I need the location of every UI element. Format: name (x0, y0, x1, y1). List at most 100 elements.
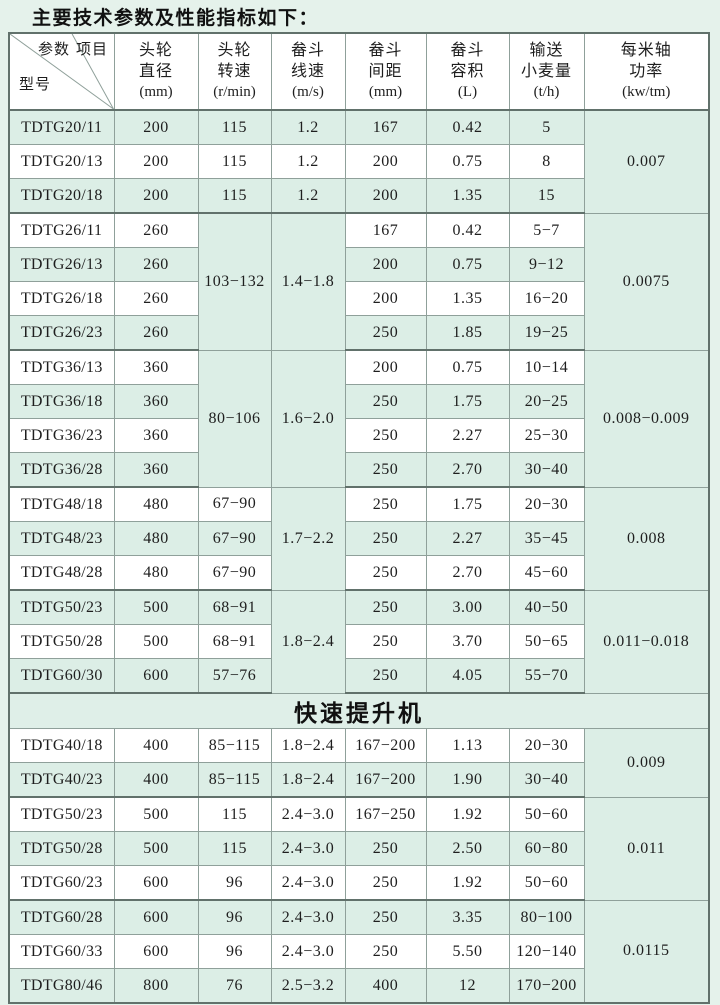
column-header-line: (r/min) (213, 83, 256, 100)
value-cell: 80−100 (508, 899, 585, 935)
value-cell: 1.8−2.4 (270, 589, 346, 694)
value-cell: 480 (113, 555, 199, 591)
model-cell: TDTG20/13 (8, 144, 115, 179)
value-cell: 0.75 (425, 247, 510, 282)
value-cell: 250 (344, 658, 427, 694)
value-cell: 12 (425, 968, 510, 1004)
model-cell: TDTG36/28 (8, 452, 115, 488)
table-row: TDTG26/23 260 250 1.85 19−25 (8, 315, 709, 351)
value-cell: 500 (113, 796, 199, 832)
model-cell: TDTG50/28 (8, 624, 115, 659)
value-cell: 50−65 (508, 624, 585, 659)
value-cell: 35−45 (508, 521, 585, 556)
model-cell: TDTG48/23 (8, 521, 115, 556)
value-cell: 0.42 (425, 109, 510, 145)
value-cell: 5 (508, 109, 585, 145)
model-cell: TDTG48/28 (8, 555, 115, 591)
model-cell: TDTG50/23 (8, 589, 115, 625)
table-row: TDTG48/28 480 67−90 250 2.70 45−60 (8, 555, 709, 591)
value-cell: 360 (113, 452, 199, 488)
value-cell: 170−200 (508, 968, 585, 1004)
value-cell: 0.007 (583, 109, 710, 214)
table-row: TDTG36/23 360 250 2.27 25−30 (8, 418, 709, 453)
corner-label-model: 型号 (19, 77, 52, 93)
model-cell: TDTG50/23 (8, 796, 115, 832)
column-header-line: 头轮 (138, 41, 173, 59)
corner-label-param: 参数 (38, 42, 71, 58)
value-cell: 480 (113, 486, 199, 522)
value-cell: 2.5−3.2 (270, 968, 346, 1004)
value-cell: 1.90 (425, 762, 510, 798)
value-cell: 1.2 (270, 144, 346, 179)
section-header-row: 快速提升机 (8, 692, 710, 729)
value-cell: 115 (197, 796, 272, 832)
table-row: TDTG60/23 600 96 2.4−3.0 250 1.92 50−60 (8, 865, 709, 901)
value-cell: 0.008−0.009 (583, 349, 710, 488)
column-header-line: (m/s) (292, 83, 324, 100)
table-row: TDTG36/18 360 250 1.75 20−25 (8, 384, 709, 419)
value-cell: 115 (197, 831, 272, 866)
value-cell: 1.35 (425, 281, 510, 316)
value-cell: 500 (113, 589, 199, 625)
value-cell: 250 (344, 452, 427, 488)
value-cell: 76 (197, 968, 272, 1004)
value-cell: 16−20 (508, 281, 585, 316)
value-cell: 1.13 (425, 728, 510, 763)
value-cell: 600 (113, 899, 199, 935)
value-cell: 15 (508, 178, 585, 214)
column-header-line: 畚斗 (290, 41, 325, 59)
value-cell: 0.011 (583, 796, 710, 901)
table-row: TDTG80/46 800 76 2.5−3.2 400 12 170−200 (8, 968, 709, 1004)
column-header-line: (t/h) (533, 83, 560, 100)
value-cell: 2.4−3.0 (270, 865, 346, 901)
value-cell: 1.35 (425, 178, 510, 214)
table-row: TDTG36/28 360 250 2.70 30−40 (8, 452, 709, 488)
value-cell: 2.70 (425, 452, 510, 488)
value-cell: 250 (344, 831, 427, 866)
value-cell: 2.27 (425, 418, 510, 453)
value-cell: 250 (344, 521, 427, 556)
section-title: 快速提升机 (8, 692, 710, 729)
value-cell: 55−70 (508, 658, 585, 694)
value-cell: 103−132 (197, 212, 272, 351)
column-header: 畚斗 容积 (L) (425, 32, 510, 111)
value-cell: 480 (113, 521, 199, 556)
value-cell: 250 (344, 589, 427, 625)
corner-header-cell: 参数 项目 型号 (8, 32, 115, 111)
model-cell: TDTG26/18 (8, 281, 115, 316)
value-cell: 20−30 (508, 486, 585, 522)
value-cell: 167−200 (344, 728, 427, 763)
value-cell: 250 (344, 555, 427, 591)
value-cell: 3.70 (425, 624, 510, 659)
value-cell: 200 (113, 178, 199, 214)
value-cell: 2.4−3.0 (270, 831, 346, 866)
value-cell: 0.42 (425, 212, 510, 248)
value-cell: 120−140 (508, 934, 585, 969)
value-cell: 115 (197, 144, 272, 179)
value-cell: 200 (344, 144, 427, 179)
value-cell: 600 (113, 865, 199, 901)
table-row: TDTG48/18 480 67−90 1.7−2.2 250 1.75 20−30 0.00… (8, 486, 710, 591)
value-cell: 2.4−3.0 (270, 934, 346, 969)
value-cell: 250 (344, 934, 427, 969)
page-title: 主要技术参数及性能指标如下： (32, 8, 320, 29)
value-cell: 30−40 (508, 452, 585, 488)
column-header-line: 小麦量 (520, 62, 572, 80)
model-cell: TDTG26/23 (8, 315, 115, 351)
column-header-line: 转速 (217, 62, 252, 80)
value-cell: 30−40 (508, 762, 585, 798)
value-cell: 200 (113, 144, 199, 179)
value-cell: 1.4−1.8 (270, 212, 346, 351)
value-cell: 2.50 (425, 831, 510, 866)
model-cell: TDTG40/23 (8, 762, 115, 798)
model-cell: TDTG80/46 (8, 968, 115, 1004)
value-cell: 0.009 (583, 728, 710, 798)
column-header-line: 输送 (529, 41, 564, 59)
column-header-line: (L) (457, 83, 478, 100)
table-row: TDTG50/28 500 68−91 250 3.70 50−65 (8, 624, 709, 659)
model-cell: TDTG36/18 (8, 384, 115, 419)
column-header-line: 线速 (290, 62, 325, 80)
value-cell: 67−90 (197, 521, 272, 556)
value-cell: 96 (197, 865, 272, 901)
